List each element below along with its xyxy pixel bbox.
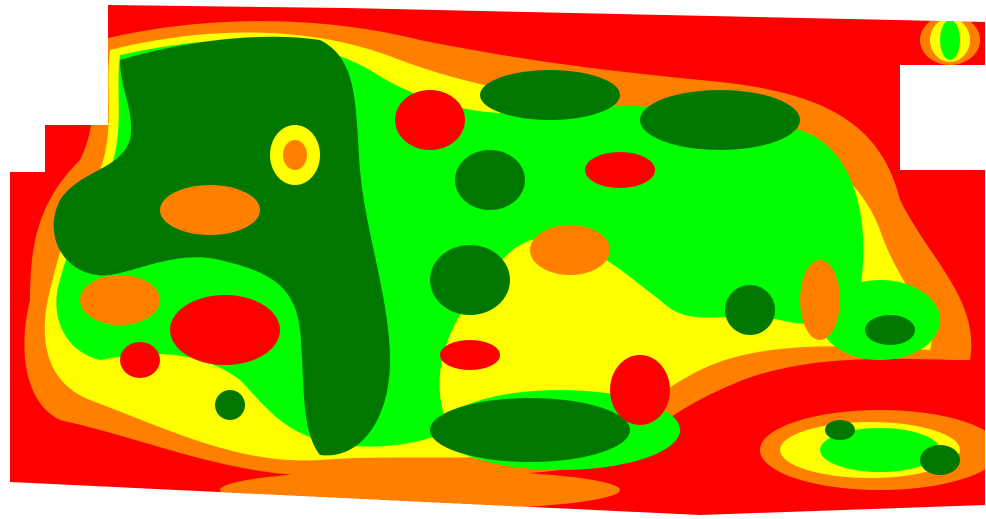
field-map — [0, 0, 986, 519]
zones — [0, 0, 986, 519]
page — [0, 0, 986, 519]
